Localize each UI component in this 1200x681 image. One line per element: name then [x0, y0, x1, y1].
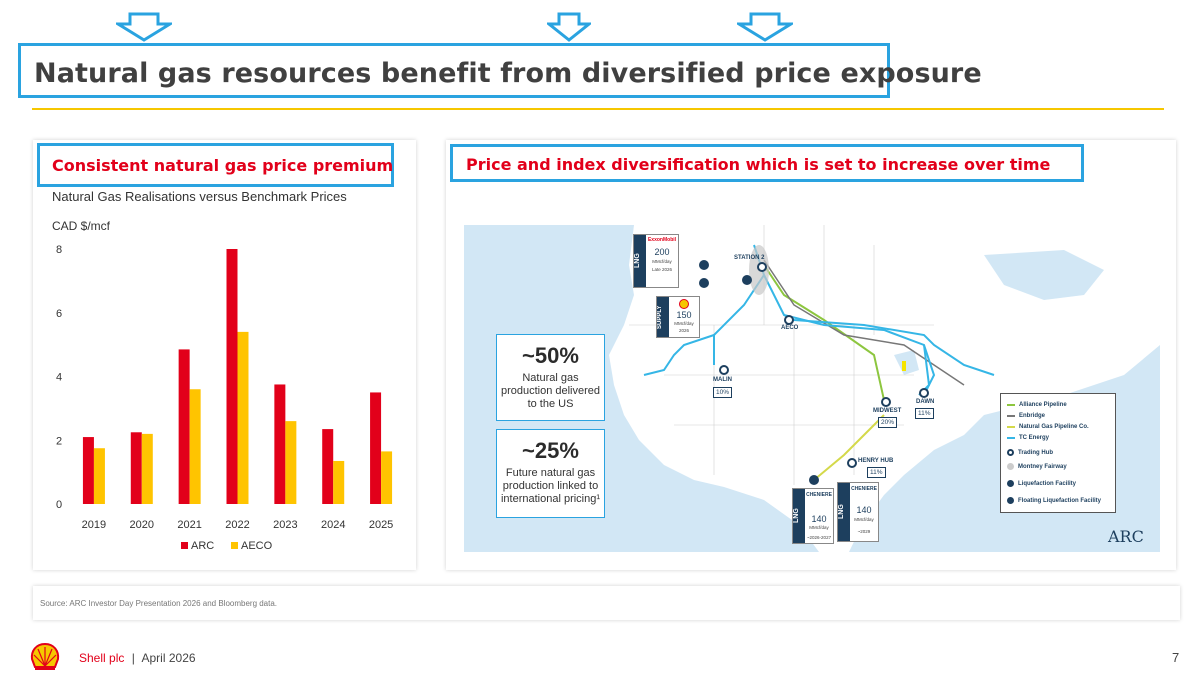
- stat-box-us-delivery: ~50% Natural gas production delivered to…: [496, 334, 605, 421]
- stat-text: Future natural gas production linked to …: [500, 467, 601, 505]
- hub-label-henry-hub: HENRY HUB: [858, 458, 894, 464]
- section-highlight-box: [450, 144, 1084, 182]
- legend-item: Enbridge: [1007, 413, 1045, 419]
- legend-label: ARC: [191, 540, 214, 552]
- legend-item: Alliance Pipeline: [1007, 402, 1067, 408]
- footer-text: Shell plc | April 2026: [79, 651, 196, 665]
- bar-aeco: [285, 421, 297, 504]
- title-highlight-box: [18, 43, 890, 98]
- bar-chart: 0 2 4 6 8 2019 2020 2021 2022 2023 2024 2025 ARC AECO: [56, 244, 393, 552]
- legend-label: AECO: [241, 540, 273, 552]
- map-graphic: [609, 225, 1160, 552]
- page-number: 7: [1172, 650, 1180, 665]
- stat-box-international: ~25% Future natural gas production linke…: [496, 429, 605, 518]
- y-tick-label: 6: [56, 308, 62, 320]
- montney-fairway-icon: [1007, 463, 1014, 470]
- liquefaction-icon: [1007, 480, 1014, 487]
- source-box: [33, 586, 1180, 620]
- floating-liquefaction-icon: [1007, 497, 1014, 504]
- legend-swatch: [231, 542, 238, 549]
- y-tick-label: 8: [56, 244, 62, 256]
- bar-aeco: [237, 331, 249, 504]
- x-tick-label: 2021: [177, 519, 201, 531]
- y-tick-label: 4: [56, 372, 62, 384]
- hub-label-midwest: MIDWEST: [873, 408, 902, 414]
- lng-card-exxonmobil: LNG ExxonMobil 200 MMcf/day Late 2026: [633, 234, 679, 288]
- chart-section-title: Consistent natural gas price premium: [52, 156, 394, 175]
- stat-value: ~25%: [522, 438, 579, 463]
- legend-swatch: [181, 542, 188, 549]
- hub-label-station-2: STATION 2: [734, 255, 765, 261]
- legend-item: Trading Hub: [1007, 449, 1053, 456]
- bar-arc: [226, 249, 238, 504]
- bar-aeco: [93, 448, 105, 504]
- annotation-arrow-down-icon: [737, 12, 793, 42]
- bar-arc: [82, 437, 94, 504]
- source-note: Source: ARC Investor Day Presentation 20…: [40, 599, 278, 608]
- map-section-title: Price and index diversification which is…: [466, 155, 1051, 174]
- bar-aeco: [333, 460, 345, 504]
- hub-percentage-henry-hub: 11%: [867, 467, 886, 478]
- hub-label-malin: MALIN: [713, 377, 732, 383]
- legend-item: Liquefaction Facility: [1007, 480, 1076, 487]
- hub-percentage-malin: 10%: [713, 387, 733, 398]
- legend-item: Montney Fairway: [1007, 463, 1067, 470]
- footer-date: April 2026: [141, 651, 196, 665]
- footer-company: Shell plc: [79, 651, 125, 665]
- footer-separator: |: [131, 651, 135, 665]
- chart-subtitle: Natural Gas Realisations versus Benchmar…: [52, 189, 347, 204]
- page-title: Natural gas resources benefit from diver…: [34, 58, 982, 89]
- x-tick-label: 2023: [273, 519, 297, 531]
- bar-aeco: [189, 389, 201, 504]
- hub-percentage-midwest: 20%: [878, 417, 898, 428]
- lng-card-cheniere-1: LNG CHENIERE 140 MMcf/day ~2026-2027: [792, 488, 834, 544]
- stat-text: Natural gas production delivered to the …: [500, 372, 601, 410]
- annotation-arrow-down-icon: [116, 12, 172, 42]
- y-tick-label: 0: [56, 499, 62, 511]
- bar-arc: [322, 429, 334, 504]
- bar-arc: [130, 432, 142, 504]
- legend-item: Natural Gas Pipeline Co.: [1007, 424, 1089, 430]
- x-tick-label: 2020: [130, 519, 154, 531]
- x-tick-label: 2024: [321, 519, 345, 531]
- x-tick-label: 2019: [82, 519, 106, 531]
- shell-icon: [679, 299, 689, 309]
- legend-item: Floating Liquefaction Facility: [1007, 497, 1101, 504]
- annotation-arrow-down-icon: [547, 12, 591, 42]
- shell-logo-icon: [30, 643, 60, 670]
- bar-arc: [178, 349, 190, 504]
- map-legend: Alliance Pipeline Enbridge Natural Gas P…: [1000, 393, 1116, 513]
- legend-item: TC Energy: [1007, 435, 1049, 441]
- bar-arc: [274, 384, 286, 504]
- y-tick-label: 2: [56, 435, 62, 447]
- title-divider: [32, 108, 1164, 110]
- hub-percentage-dawn: 11%: [915, 408, 934, 419]
- hub-label-dawn: DAWN: [916, 399, 935, 405]
- arc-logo: ARC: [1108, 527, 1144, 546]
- lng-card-cheniere-2: LNG CHENIERE 140 MMcf/day ~2029: [837, 482, 879, 542]
- bar-arc: [370, 392, 382, 504]
- section-highlight-box: [37, 143, 394, 187]
- x-tick-label: 2025: [369, 519, 393, 531]
- y-axis-unit-label: CAD $/mcf: [52, 219, 111, 233]
- trading-hub-icon: [1007, 449, 1014, 456]
- x-tick-label: 2022: [225, 519, 249, 531]
- bar-aeco: [141, 433, 153, 504]
- stat-value: ~50%: [522, 343, 579, 368]
- supply-card: SUPPLY 150 MMcf/day 2026: [656, 296, 700, 338]
- bar-aeco: [381, 451, 393, 504]
- hub-label-aeco: AECO: [781, 325, 799, 331]
